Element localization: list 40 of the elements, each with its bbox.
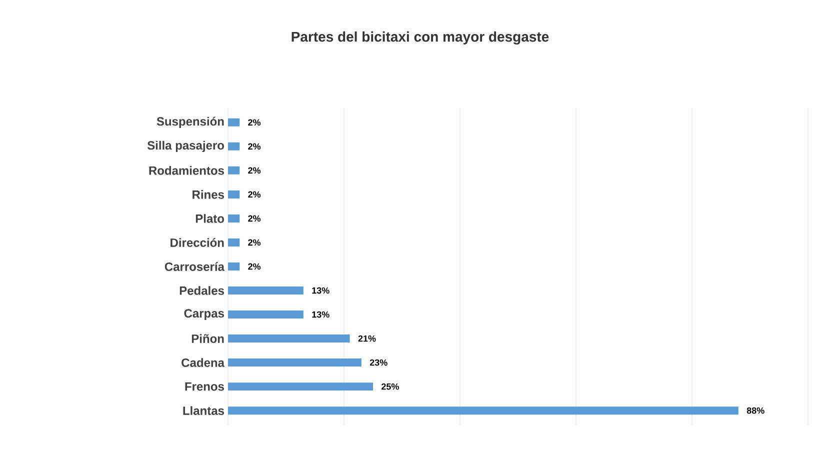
data-label: 2% (248, 215, 261, 222)
data-label: 2% (248, 263, 261, 270)
y-tick-label: Piñon (192, 334, 224, 343)
data-label: 13% (312, 287, 330, 294)
data-label: 2% (248, 167, 261, 174)
data-label: 2% (248, 143, 261, 150)
y-tick-label: Plato (196, 214, 224, 223)
bar (228, 190, 240, 198)
data-label: 2% (248, 191, 261, 198)
y-tick-label: Cadena (182, 358, 225, 367)
y-tick-label: Frenos (185, 382, 224, 391)
data-label: 2% (248, 119, 261, 126)
bar (228, 406, 738, 415)
data-label: 13% (312, 311, 330, 318)
data-label: 23% (370, 359, 388, 366)
data-label: 2% (248, 239, 261, 246)
bar (228, 382, 373, 391)
bar (228, 334, 350, 343)
y-tick-label: Carpas (184, 309, 224, 320)
bar (228, 310, 304, 319)
y-tick-label: Llantas (183, 406, 224, 415)
y-tick-label: Rodamientos (149, 166, 224, 175)
y-tick-label: Pedales (180, 286, 224, 295)
y-tick-label: Carrosería (164, 262, 225, 271)
bar (228, 142, 240, 150)
data-label: 25% (382, 383, 399, 390)
bar (228, 358, 362, 367)
chart-title: Partes del bicitaxi con mayor desgaste (292, 31, 549, 45)
bar (228, 286, 304, 294)
y-tick-label: Dirección (170, 238, 224, 247)
y-tick-label: Suspensión (156, 116, 224, 128)
y-tick-label: Silla pasajero (147, 140, 224, 152)
bar (228, 262, 240, 270)
y-tick-label: Rines (192, 190, 224, 199)
bar (228, 238, 240, 246)
data-label: 88% (746, 407, 764, 414)
bar (228, 166, 240, 174)
data-label: 21% (358, 335, 376, 342)
bar (228, 118, 240, 126)
bar (228, 214, 240, 222)
